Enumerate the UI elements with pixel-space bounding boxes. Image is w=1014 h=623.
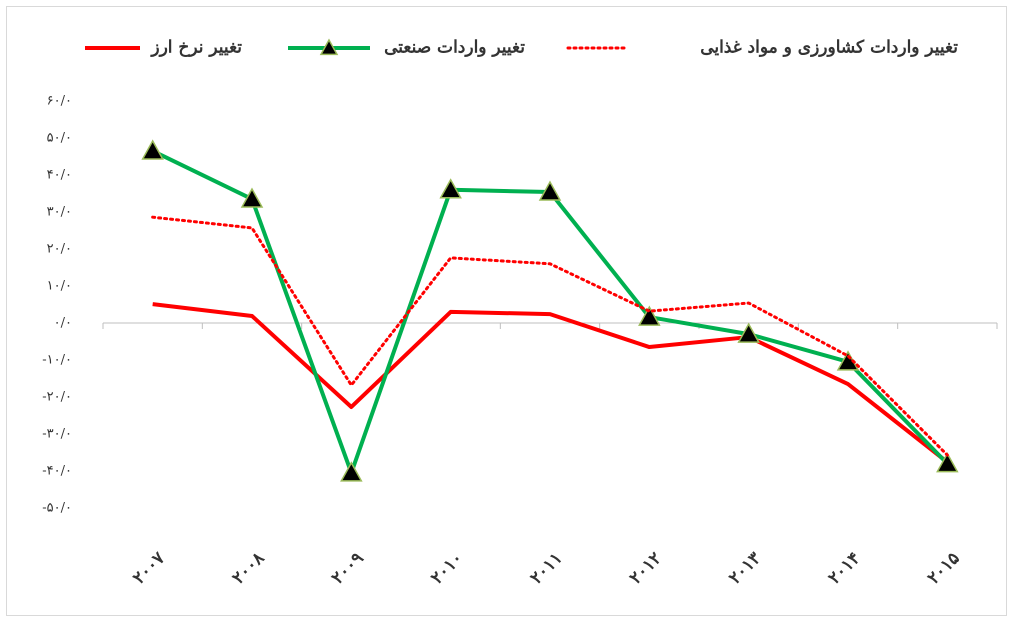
y-tick-label: -۴۰/۰	[42, 464, 72, 479]
y-tick-label: ۴۰/۰	[47, 168, 72, 183]
chart-border	[6, 6, 1007, 616]
y-tick-label: ۱۰/۰	[47, 279, 72, 294]
marker	[936, 452, 959, 473]
marker	[340, 461, 363, 482]
y-tick-label: -۱۰/۰	[42, 353, 72, 368]
y-tick-label: -۳۰/۰	[42, 427, 72, 442]
series-line	[152, 302, 949, 464]
marker	[638, 305, 661, 326]
legend-label: تغییر واردات کشاورزی و مواد غذایی	[700, 38, 958, 58]
y-tick-label: ۰/۰	[54, 316, 72, 331]
y-tick-label: ۵۰/۰	[47, 131, 72, 146]
y-tick-label: -۵۰/۰	[42, 501, 72, 516]
y-tick-label: ۳۰/۰	[47, 205, 72, 220]
legend-label: تغییر واردات صنعتی	[384, 38, 525, 58]
legend-marker	[319, 38, 339, 56]
y-tick-label: -۲۰/۰	[42, 390, 72, 405]
marker	[141, 139, 164, 160]
legend-label: تغییر نرخ ارز	[149, 38, 242, 58]
marker	[240, 187, 264, 208]
y-tick-label: ۲۰/۰	[47, 242, 72, 257]
marker	[439, 178, 462, 199]
y-tick-label: ۶۰/۰	[47, 94, 72, 109]
marker	[737, 322, 760, 343]
series-line	[151, 215, 949, 457]
marker	[538, 180, 562, 201]
